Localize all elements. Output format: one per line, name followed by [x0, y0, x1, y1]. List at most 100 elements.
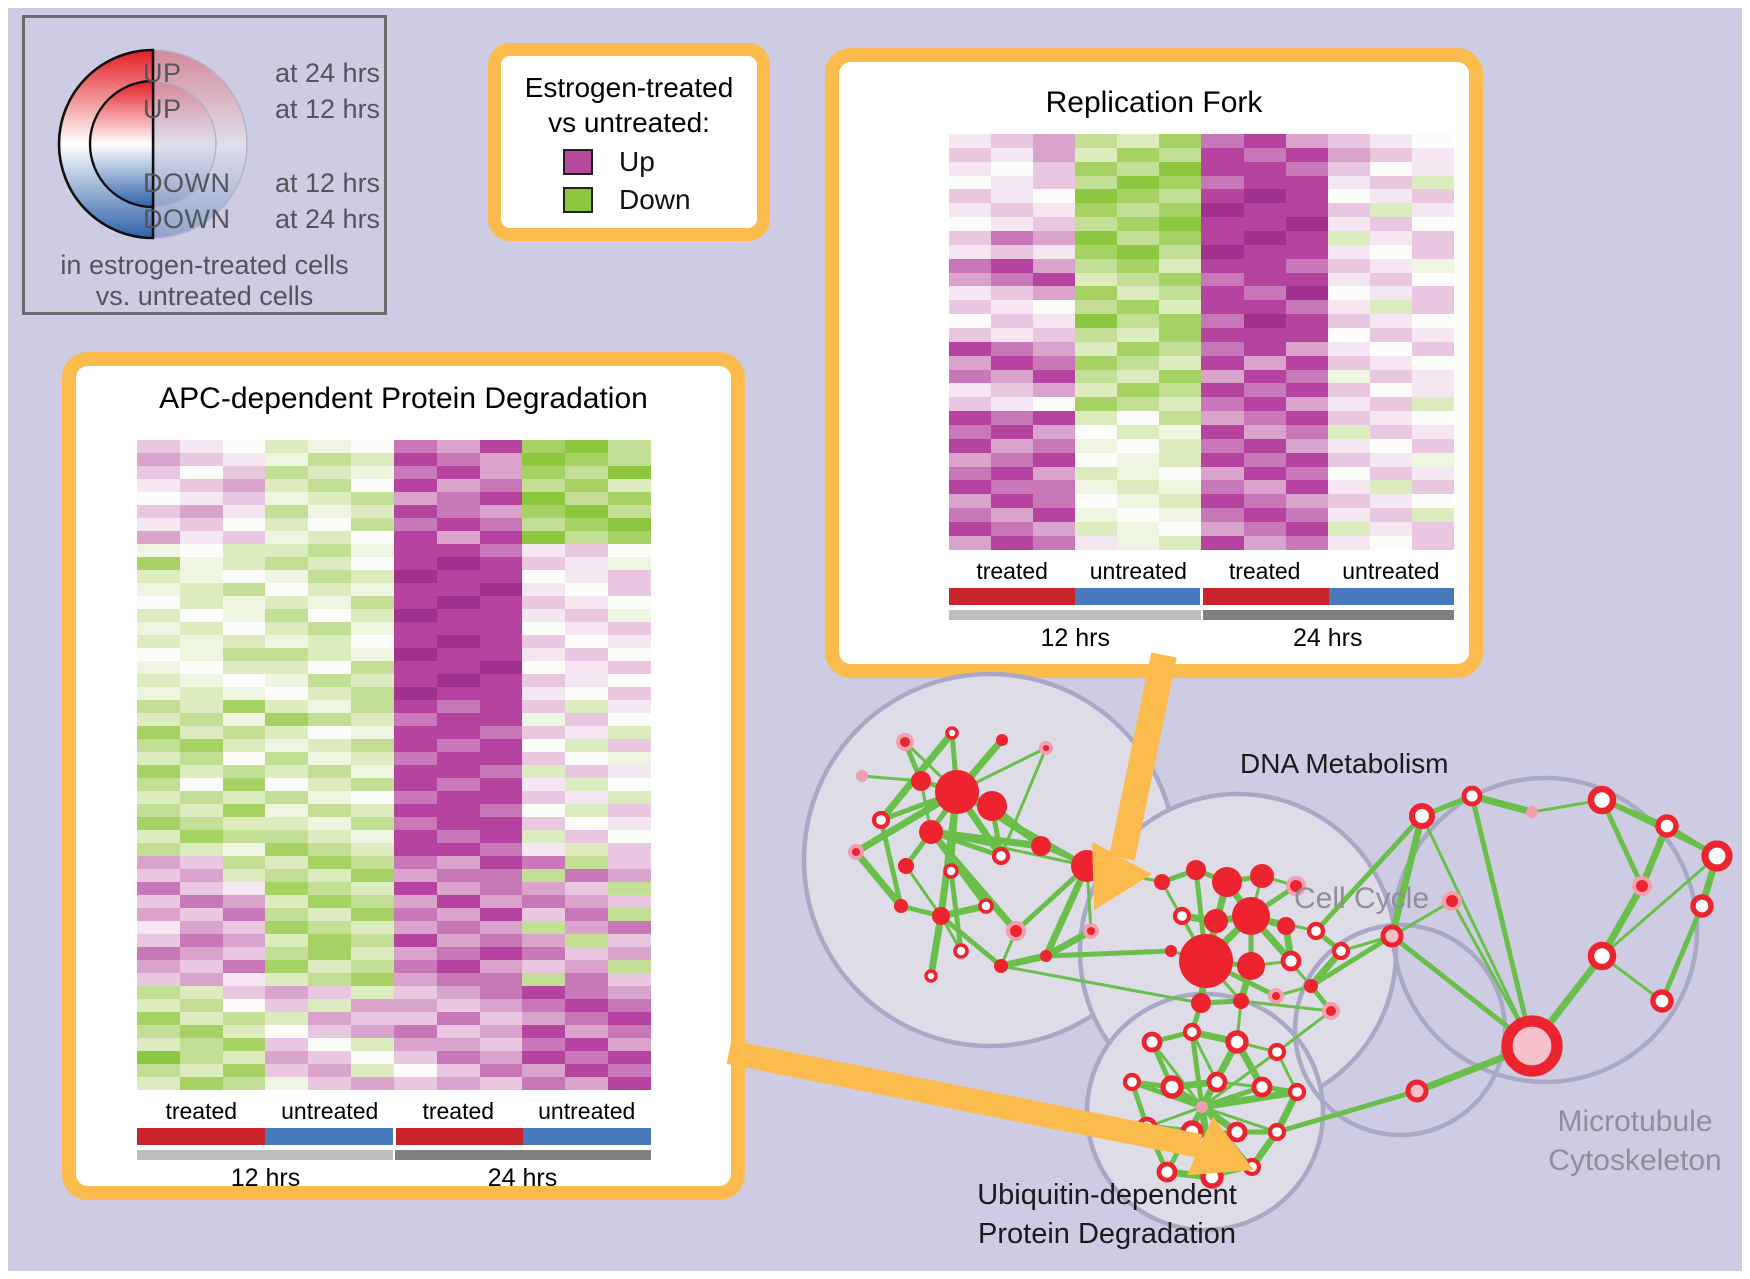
heatmap-cell: [137, 882, 180, 895]
heatmap-cell: [265, 960, 309, 973]
heatmap-cell: [991, 272, 1034, 287]
heatmap-cell: [265, 895, 309, 908]
heatmap-cell: [393, 466, 437, 479]
heatmap-cell: [1033, 244, 1076, 259]
heatmap-cell: [351, 531, 394, 544]
heatmap-cell: [351, 1051, 394, 1064]
heatmap-cell: [265, 1038, 309, 1051]
heatmap-cell: [137, 544, 180, 557]
heatmap-cell: [1033, 411, 1076, 426]
heatmap-row: [137, 479, 651, 492]
heatmap-row: [949, 161, 1454, 176]
heatmap-cell: [436, 830, 480, 843]
heatmap-cell: [1327, 522, 1370, 536]
heatmap-cell: [608, 882, 651, 895]
gene-node: [1182, 1022, 1202, 1042]
heatmap-cell: [179, 544, 223, 557]
heatmap-cell: [1285, 203, 1328, 218]
heatmap-cell: [393, 687, 437, 700]
network-edge: [1170, 949, 1207, 963]
ring-legend-graphic: [57, 48, 248, 240]
heatmap-cell: [393, 1012, 437, 1025]
replication-fork-title: Replication Fork: [1045, 86, 1263, 119]
heatmap-cell: [393, 726, 437, 739]
heatmap-cell: [479, 908, 523, 921]
microtubule-cytoskeleton-label: Microtubule Cytoskeleton: [1525, 1102, 1745, 1180]
heatmap-cell: [522, 804, 566, 817]
heatmap-row: [137, 882, 651, 895]
gene-node: [1206, 1071, 1228, 1093]
heatmap-cell: [436, 713, 480, 726]
heatmap-cell: [179, 752, 223, 765]
heatmap-cell: [436, 479, 480, 492]
heatmap-cell: [393, 648, 437, 661]
gene-node: [1442, 891, 1462, 911]
heatmap-cell: [308, 583, 352, 596]
heatmap-row: [949, 466, 1454, 481]
network-edge: [1450, 900, 1534, 1047]
heatmap-cell: [1285, 535, 1328, 550]
heatmap-cell: [949, 466, 992, 481]
heatmap-cell: [608, 739, 651, 752]
heatmap-cell: [436, 622, 480, 635]
heatmap-cell: [949, 272, 992, 287]
heatmap-cell: [1075, 383, 1118, 398]
heatmap-cell: [351, 726, 394, 739]
network-edge: [999, 930, 1018, 967]
network-edge: [1197, 960, 1210, 1004]
heatmap-row: [137, 1077, 651, 1090]
heatmap-cell: [479, 765, 523, 778]
heatmap-cell: [308, 505, 352, 518]
network-edge: [1042, 864, 1091, 958]
heatmap-cell: [436, 791, 480, 804]
heatmap-cell: [1411, 397, 1454, 412]
heatmap-cell: [1201, 383, 1244, 398]
heatmap-cell: [393, 921, 437, 934]
legend-footer-line2: vs. untreated cells: [95, 281, 314, 311]
heatmap-cell: [1159, 369, 1202, 384]
heatmap-cell: [1117, 369, 1160, 384]
heatmap-cell: [565, 947, 609, 960]
heatmap-cell: [608, 479, 651, 492]
network-edge: [1215, 912, 1252, 925]
network-edge: [1202, 881, 1231, 962]
heatmap-cell: [137, 960, 180, 973]
heatmap-cell: [393, 895, 437, 908]
heatmap-cell: [137, 648, 180, 661]
heatmap-cell: [1243, 522, 1286, 536]
heatmap-cell: [351, 921, 394, 934]
heatmap-cell: [1201, 411, 1244, 426]
network-edge: [1308, 948, 1344, 989]
heatmap-cell: [393, 843, 437, 856]
heatmap-cell: [1369, 397, 1412, 412]
gene-node: [945, 726, 959, 740]
heatmap-cell: [1369, 452, 1412, 467]
heatmap-cell: [522, 934, 566, 947]
network-edge: [1189, 1106, 1205, 1133]
heatmap-cell: [351, 960, 394, 973]
heatmap-cell: [479, 609, 523, 622]
heatmap-cell: [222, 882, 266, 895]
heatmap-cell: [608, 843, 651, 856]
heatmap-cell: [137, 869, 180, 882]
heatmap-cell: [308, 570, 352, 583]
gene-node: [1237, 952, 1265, 980]
heatmap-cell: [137, 973, 180, 986]
heatmap-cell: [1201, 189, 1244, 204]
heatmap-cell: [351, 739, 394, 752]
heatmap-cell: [479, 999, 523, 1012]
heatmap-cell: [137, 739, 180, 752]
heatmap-cell: [608, 1064, 651, 1077]
heatmap-cell: [1411, 508, 1454, 523]
heatmap-cell: [608, 648, 651, 661]
heatmap-cell: [393, 1064, 437, 1077]
heatmap-row: [949, 328, 1454, 342]
gene-node: [1277, 917, 1295, 935]
heatmap-row: [137, 544, 651, 557]
heatmap-cell: [393, 583, 437, 596]
heatmap-cell: [393, 635, 437, 648]
apc-footer: treated untreated treated untreated 12 h…: [137, 1098, 651, 1194]
heatmap-cell: [137, 687, 180, 700]
heatmap-row: [949, 314, 1454, 329]
heatmap-cell: [351, 596, 394, 609]
